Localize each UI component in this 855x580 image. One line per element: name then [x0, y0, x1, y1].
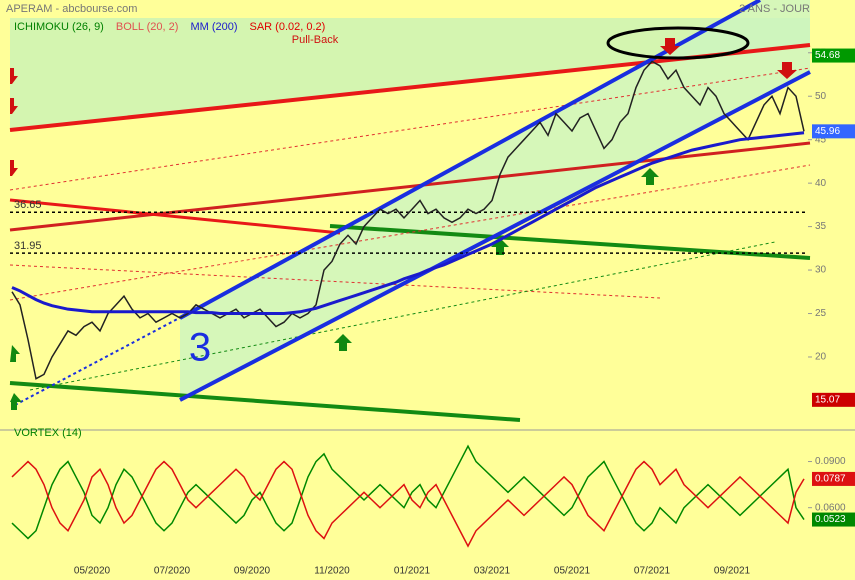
trend-line [9, 264, 661, 299]
legend-label: BOLL (20, 2) [116, 21, 179, 33]
series-line [11, 460, 805, 548]
trend-line [14, 314, 186, 406]
legend-label: MM (200) [190, 21, 237, 33]
x-tick-label: 07/2020 [154, 566, 191, 577]
price-label: 45.96 [815, 126, 840, 137]
annotation: Pull-Back [292, 34, 339, 46]
value-box [812, 512, 855, 527]
level-label: 31.95 [14, 240, 42, 252]
channel-line [179, 0, 761, 320]
legend-label: SAR (0.02, 0.2) [250, 21, 326, 33]
wave-label: 3 [189, 326, 211, 370]
value-box [812, 471, 855, 486]
series-line [11, 60, 805, 380]
value-label: 0.0523 [815, 514, 846, 525]
y-tick-label: 0.0600 [815, 502, 846, 513]
y-tick-label: 45 [815, 134, 827, 145]
trend-line [9, 381, 521, 422]
trend-line [9, 141, 811, 232]
x-tick-label: 03/2021 [474, 566, 511, 577]
value-label: 0.0787 [815, 474, 846, 485]
channel-line [179, 70, 811, 402]
series-line [11, 131, 805, 316]
x-tick-label: 05/2020 [74, 566, 111, 577]
price-label: 15.07 [815, 394, 840, 405]
price-box [812, 392, 855, 407]
y-tick-label: 35 [815, 221, 827, 232]
sell-arrows [10, 38, 797, 176]
y-tick-label: 25 [815, 308, 827, 319]
x-tick-label: 09/2021 [714, 566, 751, 577]
buy-arrows [10, 168, 659, 410]
legend-label: ICHIMOKU (26, 9) [14, 21, 104, 33]
x-tick-label: 07/2021 [634, 566, 671, 577]
level-label: 36.65 [14, 199, 42, 211]
y-tick-label: 50 [815, 91, 827, 102]
series-line [11, 444, 805, 540]
price-label: 54.68 [815, 50, 840, 61]
x-tick-label: 01/2021 [394, 566, 431, 577]
panel-title: VORTEX (14) [14, 427, 82, 439]
price-box [812, 124, 855, 139]
y-tick-label: 0.0900 [815, 456, 846, 467]
trend-line [9, 67, 811, 191]
trend-line [29, 241, 776, 391]
x-tick-label: 05/2021 [554, 566, 591, 577]
x-tick-label: 09/2020 [234, 566, 271, 577]
title: APERAM - abcbourse.com [6, 3, 137, 15]
y-tick-label: 20 [815, 352, 827, 363]
trend-line [9, 198, 341, 235]
y-tick-label: 30 [815, 265, 827, 276]
price-box [812, 48, 855, 63]
subtitle: 2 ANS - JOUR [739, 3, 810, 15]
x-tick-label: 11/2020 [314, 566, 350, 577]
y-tick-label: 40 [815, 178, 827, 189]
highlight [606, 26, 750, 60]
